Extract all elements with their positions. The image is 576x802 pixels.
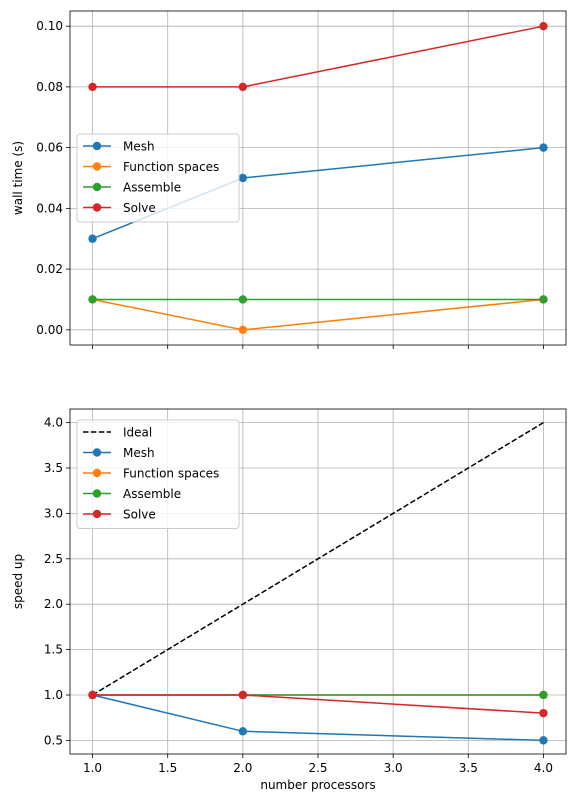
series-assemble: [88, 295, 548, 304]
data-point: [88, 234, 97, 243]
legend-swatch-marker: [92, 489, 102, 498]
y-tick-label: 0.06: [36, 141, 63, 155]
legend-label: Function spaces: [123, 160, 219, 174]
y-tick-label: 0.5: [44, 733, 63, 747]
x-tick-label: 2.5: [308, 761, 327, 775]
x-tick-label: 2.0: [233, 761, 252, 775]
data-point: [539, 708, 548, 718]
x-tick-label: 4.0: [534, 761, 553, 775]
series-solve: [88, 21, 548, 92]
data-point: [88, 690, 97, 700]
legend-swatch-marker: [92, 468, 102, 478]
series-solve: [88, 690, 548, 718]
y-tick-label: 4.0: [44, 416, 63, 430]
data-point: [238, 82, 248, 92]
legend-box: [76, 133, 240, 223]
data-point: [238, 690, 248, 700]
chart-1: 0.00 0.02 0.04 0.06 0.08 0.10 wall time (s) Mes…: [11, 10, 567, 349]
legend-swatch-marker: [92, 162, 102, 171]
data-point: [539, 295, 548, 304]
y-tick-label: 1.5: [44, 643, 63, 657]
series-line: [92, 421, 544, 696]
data-point: [238, 173, 248, 183]
legend-label: Assemble: [123, 181, 181, 195]
data-point: [88, 82, 97, 92]
chart-2: 1.0 1.5 2.0 2.5 3.0 3.5 4.0 0.5 1.0 1.5 2.0 2.5 3.0 3…: [11, 408, 567, 792]
y-axis-label: wall time (s): [11, 141, 25, 215]
legend-swatch-marker: [92, 448, 102, 457]
legend-label: Function spaces: [123, 467, 219, 481]
y-tick-label: 0.00: [36, 323, 63, 337]
x-tick-label: 3.0: [384, 761, 403, 775]
legend-label: Solve: [123, 201, 156, 215]
y-tick-label: 0.02: [36, 262, 63, 276]
y-tick-label: 3.5: [44, 461, 63, 475]
data-point: [539, 21, 548, 31]
y-tick-label: 3.0: [44, 506, 63, 520]
x-tick-label: 1.5: [158, 761, 177, 775]
y-tick-label: 0.10: [36, 19, 63, 33]
y-tick-label: 0.04: [36, 201, 63, 215]
data-point: [539, 690, 548, 700]
legend: Ideal Mesh Function spaces Assemble Solve: [76, 419, 240, 529]
legend-label: Mesh: [123, 446, 155, 460]
legend-swatch-marker: [92, 203, 102, 212]
y-tick-label: 0.08: [36, 80, 63, 94]
data-point: [238, 727, 248, 736]
data-point: [88, 295, 97, 304]
data-point: [539, 143, 548, 152]
x-tick-label: 1.0: [83, 761, 102, 775]
y-axis-label: speed up: [11, 554, 25, 609]
y-tick-label: 2.5: [44, 552, 63, 566]
y-tick-label: 2.0: [44, 597, 63, 611]
legend-swatch-marker: [92, 182, 102, 192]
data-point: [539, 736, 548, 745]
legend-label: Mesh: [123, 140, 155, 154]
x-axis-label: number processors: [260, 778, 375, 792]
legend-swatch-marker: [92, 509, 102, 519]
legend: Mesh Function spaces Assemble Solve: [76, 133, 240, 223]
series-ideal: [92, 421, 544, 696]
legend-label: Ideal: [123, 426, 152, 440]
plots-layer: 0.00 0.02 0.04 0.06 0.08 0.10 wall time (s) Mes…: [11, 10, 567, 792]
data-point: [238, 295, 248, 304]
x-tick-label: 3.5: [459, 761, 478, 775]
legend-label: Solve: [123, 508, 156, 522]
legend-swatch-marker: [92, 141, 102, 151]
legend-label: Assemble: [123, 487, 181, 501]
y-tick-label: 1.0: [44, 688, 63, 702]
data-point: [238, 325, 248, 335]
legend-box: [76, 419, 240, 529]
